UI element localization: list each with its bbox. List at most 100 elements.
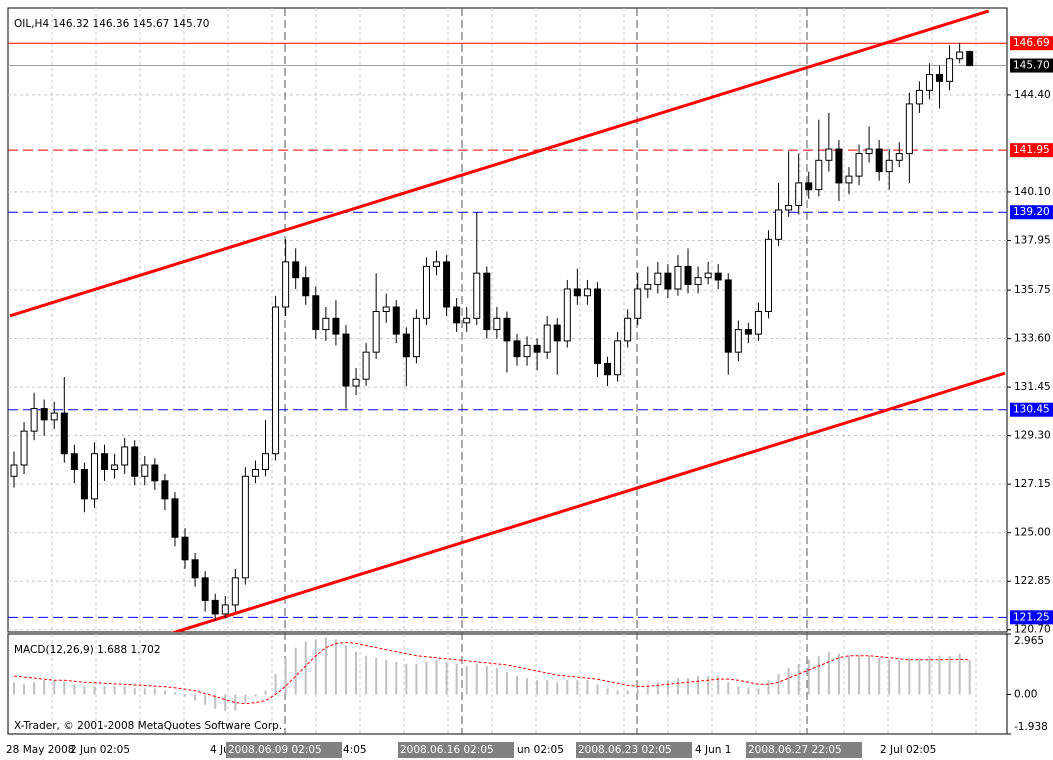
x-tick-label: 28 May 2008 (6, 744, 74, 756)
candle-body (503, 317, 511, 342)
candle-body (634, 288, 642, 319)
macd-bar (767, 680, 770, 695)
macd-bar (53, 680, 56, 695)
macd-bar (214, 694, 217, 709)
candle-body (231, 577, 239, 606)
level-label-bg (1010, 36, 1053, 51)
candle-body (895, 153, 903, 161)
candle-body (402, 333, 410, 358)
macd-bar (878, 657, 881, 695)
candle-body (161, 480, 169, 500)
macd-bar (837, 653, 840, 695)
candle-body (915, 89, 923, 105)
candle-body (724, 279, 732, 353)
candle-body (443, 261, 451, 308)
candle-body (322, 317, 330, 331)
macd-bar (375, 657, 378, 695)
macd-bar (284, 657, 287, 695)
macd-bar (888, 659, 891, 695)
macd-bar (636, 688, 639, 695)
candle-body (744, 329, 752, 335)
candle-body (211, 599, 219, 615)
level-label-bg (1010, 58, 1053, 73)
marker-label: 2008.06.09 02:05 (228, 744, 322, 756)
macd-bar (737, 686, 740, 695)
macd-bar (395, 661, 398, 695)
macd-bar (324, 637, 327, 695)
macd-bar (93, 686, 96, 695)
macd-bar (757, 688, 760, 695)
macd-panel (7, 633, 1008, 735)
macd-bar (616, 690, 619, 695)
macd-bar (475, 663, 478, 695)
candle-body (795, 182, 803, 206)
candle-body (50, 412, 58, 421)
candle-body (543, 324, 551, 353)
y-tick-label: 129.30 (1014, 430, 1051, 442)
x-tick-label: un 02:05 (517, 744, 564, 756)
copyright: X-Trader, © 2001-2008 MetaQuotes Softwar… (14, 720, 282, 732)
macd-bar (405, 663, 408, 695)
candle-body (131, 446, 139, 477)
candle-body (825, 148, 833, 161)
macd-bar (143, 688, 146, 695)
macd-bar (687, 678, 690, 695)
candle-body (523, 344, 531, 358)
macd-bar (787, 667, 790, 695)
macd-bar (184, 694, 187, 697)
macd-bar (495, 667, 498, 695)
candle-body (684, 265, 692, 285)
candle-body (463, 317, 471, 324)
marker-label-bg (746, 742, 862, 758)
marker-label: 2008.06.23 02:05 (578, 744, 672, 756)
candle-body (362, 351, 370, 380)
candle-body (593, 288, 601, 364)
x-tick-label: 4:05 (343, 744, 367, 756)
y2-tick-label: 0.00 (1014, 688, 1037, 700)
level-label: 141.95 (1013, 144, 1050, 156)
macd-bar (73, 684, 76, 695)
candle-body (101, 453, 109, 471)
macd-bar (918, 657, 921, 695)
candle-body (412, 317, 420, 358)
macd-bar (968, 660, 971, 695)
candle-body (201, 577, 209, 601)
macd-bar (717, 676, 720, 695)
macd-bar (536, 680, 539, 695)
macd-bar (817, 655, 820, 695)
candle-body (312, 295, 320, 331)
y-tick-label: 120.70 (1014, 624, 1051, 636)
macd-bar (656, 682, 659, 695)
y-tick-label: 131.45 (1014, 381, 1051, 393)
x-tick-label: 4 Ju (210, 744, 230, 756)
macd-bar (958, 653, 961, 695)
candle-body (553, 324, 561, 342)
candle-body (694, 277, 702, 285)
candle-body (422, 265, 430, 319)
candle-body (946, 58, 954, 82)
x-tick-label: 2 Jul 02:05 (880, 744, 936, 756)
candle-body (221, 604, 229, 615)
trend-line (170, 371, 1006, 632)
macd-bar (294, 647, 297, 695)
y2-tick-label: 2.965 (1014, 635, 1044, 647)
macd-bar (385, 659, 388, 695)
marker-label-bg (398, 742, 514, 758)
macd-bar (173, 692, 176, 695)
macd-bar (264, 690, 267, 695)
macd-bar (676, 678, 679, 695)
macd-bar (847, 655, 850, 695)
candle-body (282, 261, 290, 308)
candle-body (30, 408, 38, 432)
chart-title: OIL,H4 146.32 146.36 145.67 145.70 (14, 18, 209, 30)
level-label: 130.45 (1013, 404, 1050, 416)
candle-body (392, 306, 400, 335)
macd-bar (334, 639, 337, 695)
macd-bar (445, 661, 448, 695)
candle-body (10, 464, 18, 477)
macd-bar (505, 672, 508, 695)
candle-body (754, 311, 762, 335)
macd-bar (827, 651, 830, 695)
macd-bar (666, 680, 669, 695)
macd-bar (596, 684, 599, 695)
